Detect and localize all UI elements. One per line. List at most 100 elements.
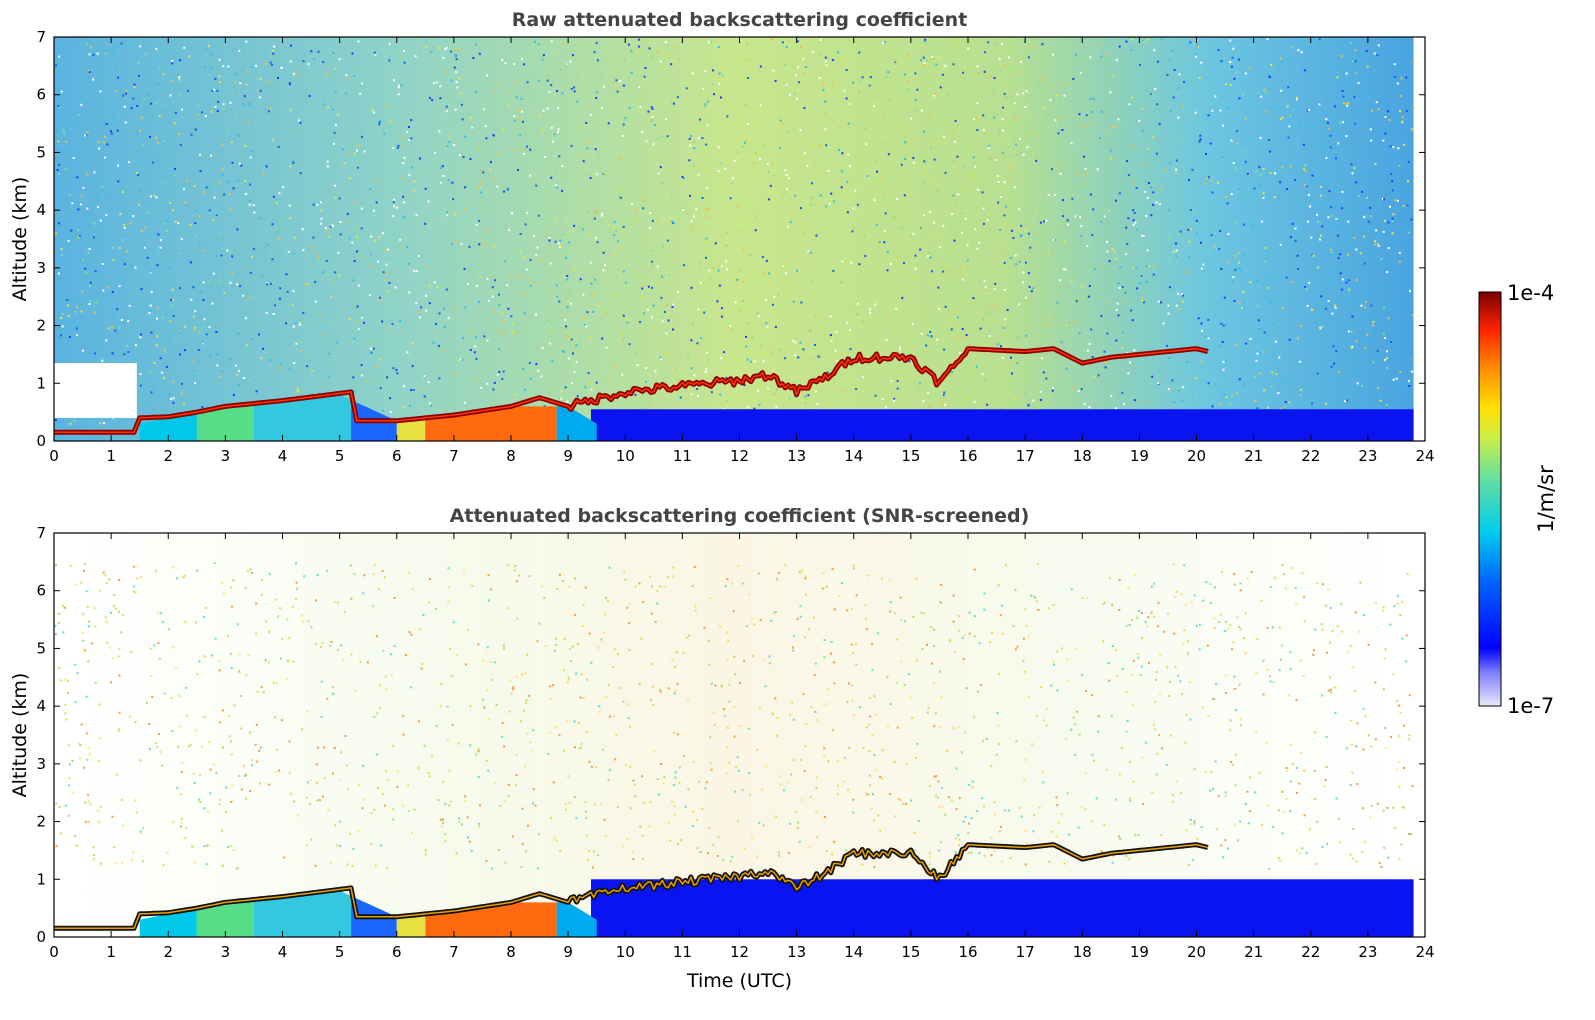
noise-speckle <box>692 761 695 763</box>
noise-speckle <box>997 181 1000 184</box>
noise-speckle <box>682 171 685 174</box>
noise-speckle <box>1226 202 1229 205</box>
noise-speckle <box>594 395 597 398</box>
x-tick-label: 16 <box>958 447 977 465</box>
noise-speckle <box>1103 361 1106 363</box>
noise-speckle <box>1178 73 1181 76</box>
noise-speckle <box>96 193 99 195</box>
noise-speckle <box>1169 681 1171 683</box>
noise-speckle <box>1319 57 1322 60</box>
noise-speckle <box>884 142 887 145</box>
noise-speckle <box>650 612 653 615</box>
noise-speckle <box>117 180 120 183</box>
noise-speckle <box>673 692 676 695</box>
noise-speckle <box>1238 251 1240 254</box>
noise-speckle <box>134 344 137 347</box>
noise-speckle <box>264 659 267 662</box>
noise-speckle <box>849 348 852 351</box>
noise-speckle <box>1138 63 1141 66</box>
noise-speckle <box>1051 389 1054 392</box>
noise-speckle <box>670 100 673 103</box>
noise-speckle <box>745 59 748 62</box>
noise-speckle <box>605 835 607 837</box>
noise-speckle <box>256 90 259 92</box>
noise-speckle <box>785 174 788 177</box>
noise-speckle <box>387 248 390 251</box>
noise-speckle <box>1001 118 1004 121</box>
noise-speckle <box>149 748 151 751</box>
noise-speckle <box>1133 212 1136 214</box>
noise-speckle <box>1371 324 1374 327</box>
noise-speckle <box>259 89 262 92</box>
noise-speckle <box>843 756 846 759</box>
noise-speckle <box>555 284 558 287</box>
noise-speckle <box>706 352 709 354</box>
noise-speckle <box>1317 220 1319 223</box>
noise-speckle <box>238 670 241 673</box>
aerosol-layer <box>196 900 254 937</box>
panel-title-screened: Attenuated backscattering coefficient (S… <box>450 505 1030 527</box>
noise-speckle <box>649 404 651 407</box>
noise-speckle <box>111 118 114 121</box>
noise-speckle <box>136 105 139 108</box>
noise-speckle <box>557 242 560 245</box>
noise-speckle <box>632 858 635 861</box>
noise-speckle <box>933 725 936 728</box>
noise-speckle <box>58 163 61 166</box>
noise-speckle <box>556 295 559 298</box>
noise-speckle <box>543 155 546 158</box>
noise-speckle <box>316 203 319 206</box>
noise-speckle <box>1109 91 1112 94</box>
noise-speckle <box>1167 612 1170 615</box>
noise-speckle <box>622 229 625 232</box>
noise-speckle <box>828 202 831 205</box>
noise-speckle <box>1042 781 1045 784</box>
noise-speckle <box>130 650 133 653</box>
noise-speckle <box>1356 722 1359 725</box>
noise-speckle <box>1234 583 1236 586</box>
noise-speckle <box>202 281 205 284</box>
noise-speckle <box>1266 286 1269 289</box>
noise-speckle <box>1399 614 1402 617</box>
noise-speckle <box>784 563 787 566</box>
noise-speckle <box>1093 759 1095 762</box>
noise-speckle <box>745 625 748 628</box>
noise-speckle <box>199 153 201 156</box>
noise-speckle <box>934 794 937 797</box>
noise-speckle <box>917 819 920 822</box>
noise-speckle <box>1048 860 1051 863</box>
noise-speckle <box>1383 306 1385 309</box>
noise-speckle <box>277 77 279 79</box>
noise-speckle <box>1209 247 1212 250</box>
noise-speckle <box>123 105 126 108</box>
noise-speckle <box>567 335 570 338</box>
noise-speckle <box>674 689 677 692</box>
noise-speckle <box>558 573 561 576</box>
noise-speckle <box>464 799 467 802</box>
noise-speckle <box>718 284 721 287</box>
noise-speckle <box>306 781 309 784</box>
noise-speckle <box>1257 94 1260 97</box>
noise-speckle <box>1316 582 1319 584</box>
noise-speckle <box>965 397 968 400</box>
noise-speckle <box>648 47 651 50</box>
noise-speckle <box>328 352 331 355</box>
noise-speckle <box>521 807 524 810</box>
noise-speckle <box>854 189 857 192</box>
noise-speckle <box>259 96 262 99</box>
noise-speckle <box>1384 358 1386 361</box>
noise-speckle <box>402 216 405 219</box>
noise-speckle <box>686 636 688 639</box>
noise-speckle <box>573 371 576 374</box>
noise-speckle <box>68 763 71 766</box>
noise-speckle <box>1345 102 1348 105</box>
noise-speckle <box>216 110 219 113</box>
noise-speckle <box>430 50 433 53</box>
noise-speckle <box>743 848 746 850</box>
noise-speckle <box>386 290 389 293</box>
noise-speckle <box>1326 651 1329 654</box>
noise-speckle <box>927 706 930 709</box>
noise-speckle <box>1381 197 1384 200</box>
noise-speckle <box>196 673 199 676</box>
noise-speckle <box>576 402 579 405</box>
